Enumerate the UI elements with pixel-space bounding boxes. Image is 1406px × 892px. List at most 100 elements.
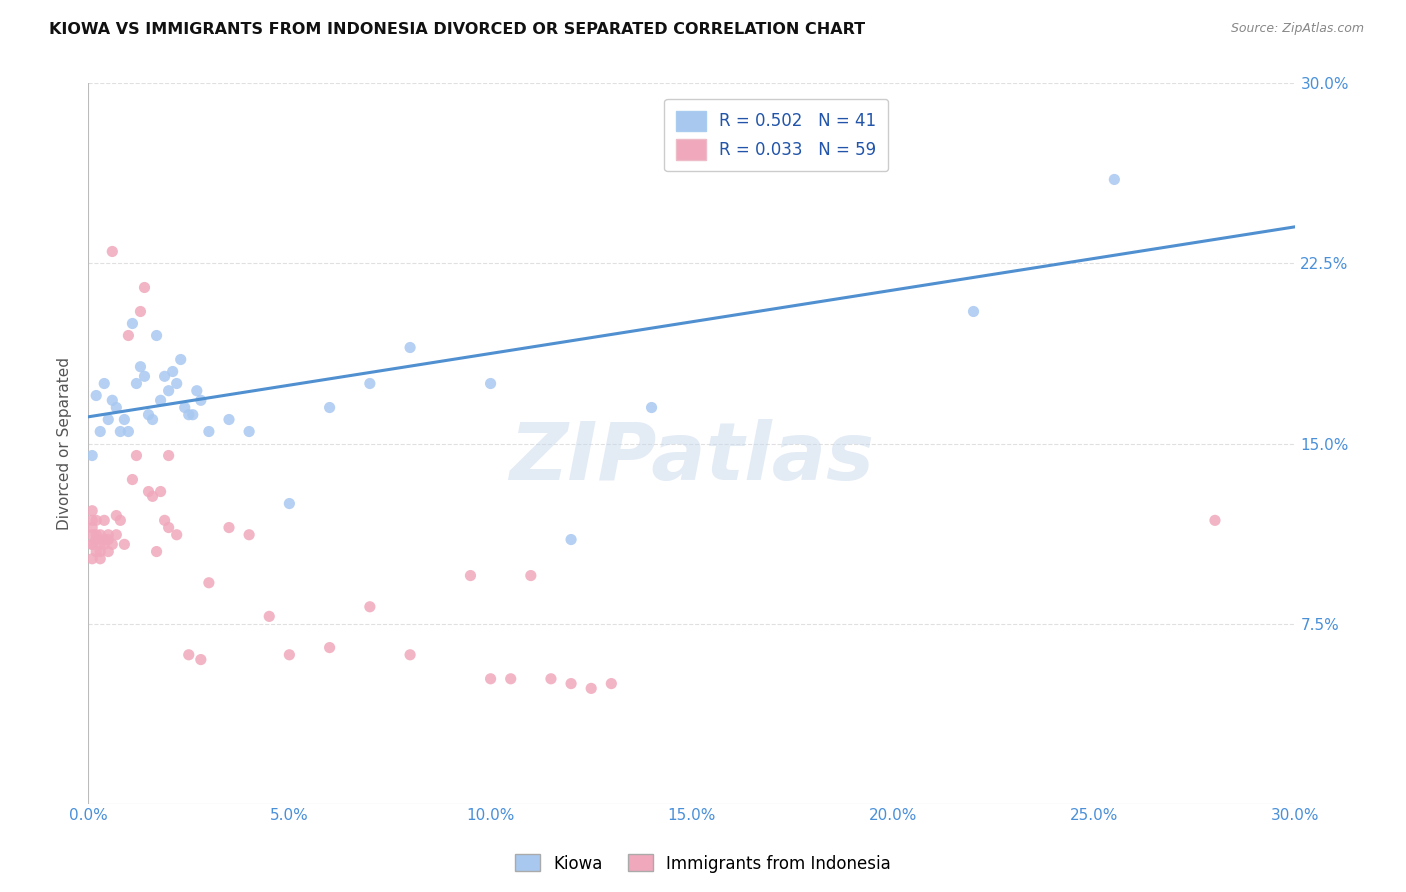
Point (82, 513, 104, 527)
Point (540, 672, 562, 686)
Point (82, 449, 104, 463)
Point (117, 328, 139, 343)
Point (84, 533, 107, 547)
Point (198, 425, 221, 439)
Point (84, 527, 107, 541)
Point (153, 369, 176, 384)
Point (186, 384, 208, 398)
Point (97, 533, 120, 547)
Point (520, 568, 543, 582)
Point (181, 408, 204, 422)
Point (399, 648, 422, 662)
Point (721, 112, 744, 127)
Point (121, 473, 143, 487)
Point (460, 568, 482, 582)
Point (112, 537, 135, 551)
Point (479, 672, 502, 686)
Point (177, 408, 200, 422)
Point (84, 513, 107, 527)
Legend: Kiowa, Immigrants from Indonesia: Kiowa, Immigrants from Indonesia (509, 847, 897, 880)
Point (141, 489, 163, 503)
Point (89, 527, 111, 541)
Point (97, 544, 120, 558)
Point (138, 484, 160, 499)
Y-axis label: Divorced or Separated: Divorced or Separated (58, 357, 72, 530)
Point (166, 527, 188, 541)
Point (238, 425, 260, 439)
Point (110, 513, 132, 527)
Point (101, 393, 124, 408)
Point (82, 520, 104, 534)
Point (125, 449, 148, 463)
Point (82, 527, 104, 541)
Point (138, 408, 160, 422)
Point (218, 412, 240, 426)
Point (89, 537, 111, 551)
Point (278, 648, 301, 662)
Point (84, 544, 107, 558)
Legend: R = 0.502   N = 41, R = 0.033   N = 59: R = 0.502 N = 41, R = 0.033 N = 59 (665, 99, 889, 171)
Point (499, 672, 522, 686)
Point (97, 527, 120, 541)
Point (105, 401, 128, 415)
Text: KIOWA VS IMMIGRANTS FROM INDONESIA DIVORCED OR SEPARATED CORRELATION CHART: KIOWA VS IMMIGRANTS FROM INDONESIA DIVOR… (49, 22, 865, 37)
Point (579, 681, 602, 696)
Point (82, 504, 104, 518)
Point (399, 341, 422, 355)
Point (278, 497, 301, 511)
Point (359, 376, 381, 391)
Point (82, 551, 104, 566)
Point (121, 317, 143, 331)
Point (129, 304, 152, 318)
Point (560, 533, 582, 547)
Point (84, 388, 107, 402)
Point (145, 544, 167, 558)
Point (117, 425, 139, 439)
Point (93, 513, 115, 527)
Point (105, 508, 128, 523)
Point (318, 640, 340, 655)
Point (82, 537, 104, 551)
Point (134, 369, 156, 384)
Point (89, 544, 111, 558)
Point (97, 412, 120, 426)
Point (82, 537, 104, 551)
Point (162, 364, 184, 378)
Point (93, 537, 115, 551)
Point (359, 599, 381, 614)
Point (112, 412, 135, 426)
Point (170, 352, 193, 367)
Point (125, 376, 148, 391)
Point (110, 425, 132, 439)
Point (101, 244, 124, 259)
Point (153, 513, 176, 527)
Point (1104, 172, 1126, 186)
Point (149, 393, 172, 408)
Point (101, 537, 124, 551)
Point (157, 520, 180, 534)
Point (177, 648, 200, 662)
Point (318, 401, 340, 415)
Point (134, 280, 156, 294)
Text: ZIPatlas: ZIPatlas (509, 419, 875, 497)
Point (190, 652, 212, 666)
Point (190, 393, 212, 408)
Point (93, 533, 115, 547)
Point (157, 449, 180, 463)
Point (93, 376, 115, 391)
Point (600, 676, 623, 690)
Point (218, 520, 240, 534)
Point (173, 401, 195, 415)
Point (198, 575, 221, 590)
Point (166, 376, 188, 391)
Point (962, 304, 984, 318)
Point (89, 425, 111, 439)
Point (640, 401, 662, 415)
Point (257, 609, 280, 624)
Point (141, 412, 163, 426)
Point (479, 376, 502, 391)
Point (238, 527, 260, 541)
Text: Source: ZipAtlas.com: Source: ZipAtlas.com (1230, 22, 1364, 36)
Point (560, 676, 582, 690)
Point (149, 484, 172, 499)
